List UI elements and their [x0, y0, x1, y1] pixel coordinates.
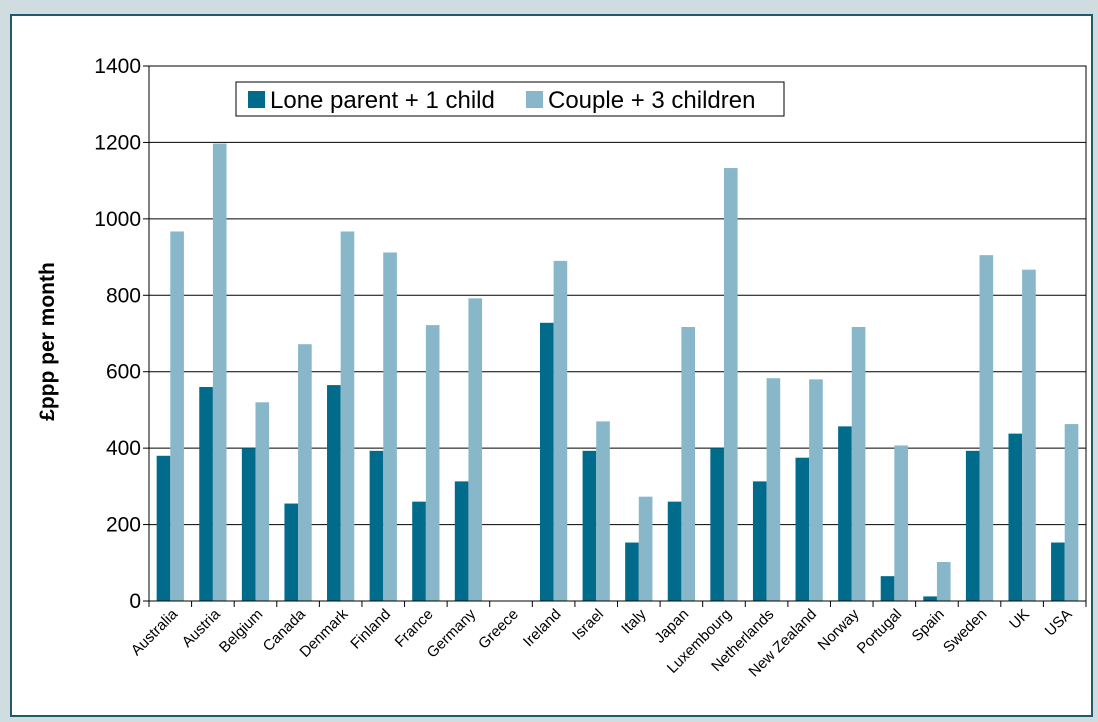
bar-lone-parent-new-zealand [795, 457, 810, 601]
bar-couple-new-zealand [809, 379, 823, 601]
x-tick-label: UK [1006, 606, 1033, 633]
x-tick-label: Japan [651, 606, 692, 647]
legend-label: Lone parent + 1 child [270, 87, 495, 114]
legend: Lone parent + 1 child Couple + 3 children [235, 81, 785, 117]
bar-couple-belgium [255, 402, 270, 601]
y-tick-label: 200 [106, 514, 141, 537]
y-tick-label: 400 [106, 437, 141, 460]
bar-couple-spain [936, 562, 951, 601]
x-tick-label: Australia [128, 605, 182, 659]
y-tick-label: 800 [106, 284, 141, 307]
legend-box [235, 81, 785, 117]
bar-lone-parent-luxembourg [710, 448, 724, 601]
bar-couple-israel [596, 421, 610, 601]
y-tick-label: 0 [129, 590, 141, 613]
bar-lone-parent-italy [625, 542, 639, 601]
bar-couple-portugal [894, 445, 908, 601]
bar-lone-parent-canada [284, 503, 299, 601]
chart-frame: 0 200 400 600 800 1000 1200 1400 Australia Austr… [10, 14, 1093, 717]
grid-lines [149, 65, 1086, 526]
bar-lone-parent-australia [156, 455, 171, 601]
bar-lone-parent-germany [454, 481, 469, 601]
x-tick-label: Spain [909, 606, 948, 645]
bar-lone-parent-japan [667, 501, 682, 601]
y-axis-label: £ppp per month [36, 262, 59, 421]
x-tick-labels: AustraliaAustriaBelgiumCanadaDenmarkFinl… [128, 605, 1076, 680]
x-tick-label: Finland [347, 606, 394, 653]
bar-couple-austria [212, 143, 227, 601]
x-tick-label: USA [1042, 606, 1076, 640]
bar-lone-parent-denmark [327, 385, 341, 601]
bars-group [156, 143, 1079, 602]
bar-lone-parent-sweden [965, 450, 980, 601]
bar-couple-germany [468, 298, 483, 601]
bar-couple-ireland [553, 260, 568, 601]
bar-couple-canada [298, 344, 312, 601]
bar-couple-norway [851, 327, 866, 601]
bar-lone-parent-france [412, 501, 426, 601]
bar-couple-japan [681, 327, 696, 601]
bar-chart: 0 200 400 600 800 1000 1200 1400 AustraliaAustr… [36, 55, 1087, 680]
bar-lone-parent-netherlands [752, 481, 767, 601]
bar-lone-parent-ireland [539, 322, 554, 601]
y-tick-label: 1400 [94, 55, 141, 78]
bar-couple-netherlands [766, 378, 781, 601]
x-tick-label: Greece [475, 606, 522, 653]
bar-couple-denmark [340, 231, 355, 602]
bar-lone-parent-spain [923, 596, 937, 601]
bar-lone-parent-austria [199, 387, 213, 601]
legend-label: Couple + 3 children [548, 87, 755, 114]
legend-swatch [526, 91, 543, 108]
bar-couple-australia [170, 231, 184, 602]
bar-lone-parent-belgium [241, 448, 256, 601]
x-tick-label: Sweden [940, 606, 990, 656]
y-tick-label: 1000 [94, 208, 141, 231]
x-tick-label: Israel [569, 606, 607, 644]
bar-lone-parent-portugal [880, 576, 895, 601]
bar-lone-parent-israel [582, 450, 597, 601]
bar-couple-usa [1064, 424, 1079, 601]
x-tick-label: Italy [618, 605, 650, 637]
x-tick-label: Belgium [216, 606, 266, 656]
bar-couple-italy [638, 496, 653, 601]
bar-lone-parent-norway [838, 426, 852, 601]
y-tick-label: 600 [106, 361, 141, 384]
legend-swatch [248, 91, 265, 108]
x-tick-label: Portugal [854, 606, 906, 658]
y-tick-label: 1200 [94, 131, 141, 154]
bar-lone-parent-uk [1008, 433, 1023, 601]
axes [143, 65, 1087, 607]
bar-couple-france [425, 325, 440, 601]
y-tick-labels: 0 200 400 600 800 1000 1200 1400 [94, 55, 141, 613]
bar-lone-parent-finland [369, 450, 384, 601]
x-tick-label: Ireland [520, 606, 564, 650]
bar-couple-uk [1022, 269, 1036, 601]
bar-couple-sweden [979, 255, 994, 602]
bar-couple-luxembourg [723, 168, 738, 601]
bar-couple-finland [383, 252, 397, 601]
bar-lone-parent-usa [1051, 542, 1065, 601]
